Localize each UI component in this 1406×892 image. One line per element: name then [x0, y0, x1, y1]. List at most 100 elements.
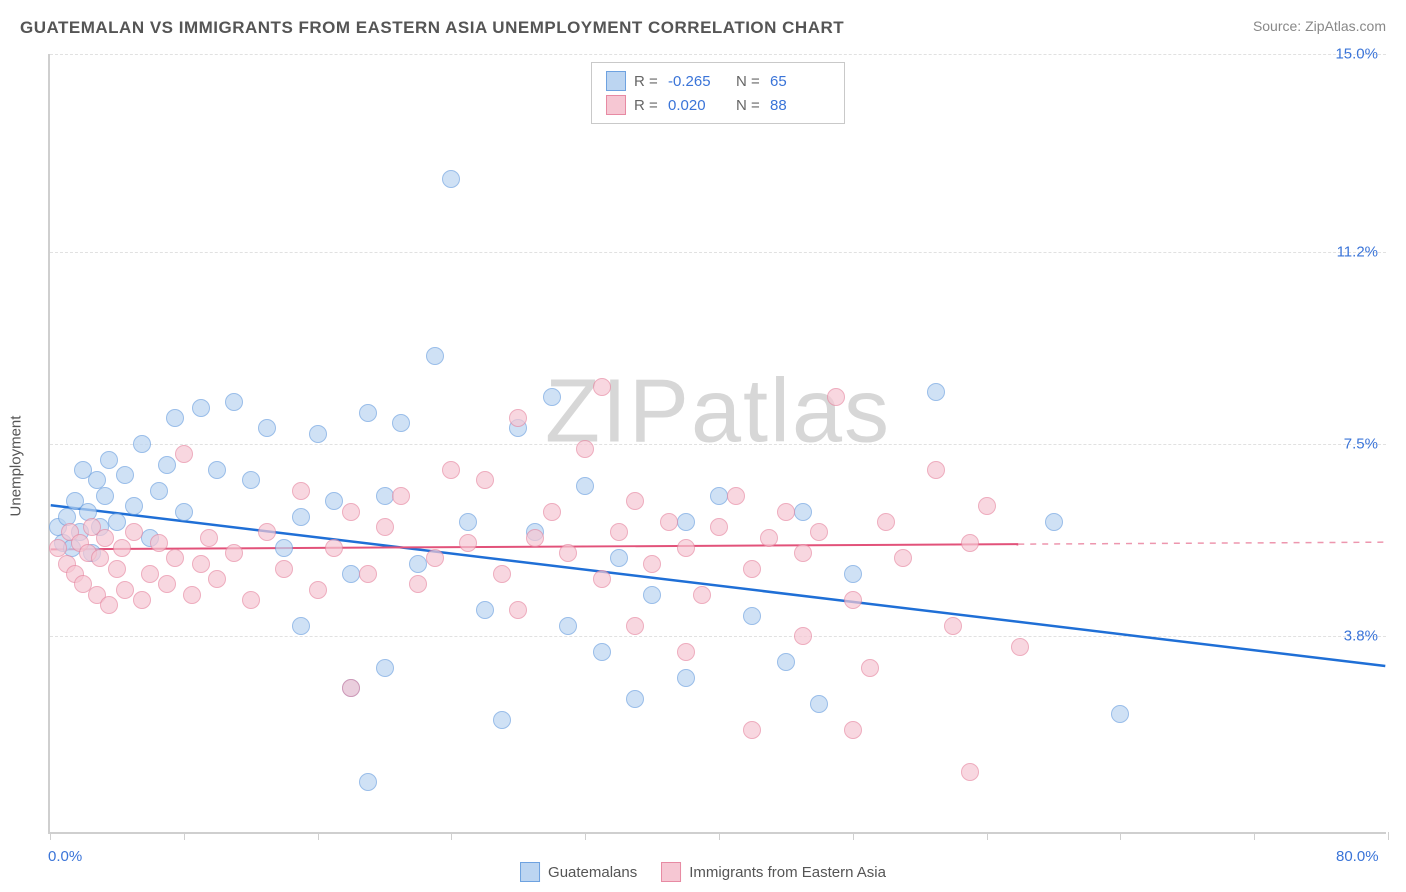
data-point [442, 461, 460, 479]
data-point [643, 586, 661, 604]
x-tick [318, 832, 319, 840]
data-point [810, 523, 828, 541]
swatch-series-2 [606, 95, 626, 115]
data-point [242, 471, 260, 489]
data-point [961, 534, 979, 552]
data-point [292, 617, 310, 635]
y-tick-label: 3.8% [1344, 628, 1378, 645]
stat-n-value-2: 88 [770, 97, 830, 114]
data-point [476, 601, 494, 619]
data-point [626, 492, 644, 510]
x-axis-min-label: 0.0% [48, 848, 82, 865]
data-point [710, 518, 728, 536]
data-point [108, 513, 126, 531]
data-point [442, 170, 460, 188]
data-point [158, 575, 176, 593]
data-point [844, 565, 862, 583]
data-point [593, 570, 611, 588]
x-tick [853, 832, 854, 840]
data-point [359, 773, 377, 791]
data-point [208, 570, 226, 588]
data-point [166, 409, 184, 427]
data-point [978, 497, 996, 515]
data-point [100, 451, 118, 469]
legend-swatch-2 [661, 862, 681, 882]
data-point [91, 549, 109, 567]
chart-header: GUATEMALAN VS IMMIGRANTS FROM EASTERN AS… [0, 0, 1406, 46]
data-point [844, 591, 862, 609]
data-point [150, 482, 168, 500]
data-point [927, 383, 945, 401]
data-point [158, 456, 176, 474]
watermark-text: ZIPatlas [545, 360, 891, 463]
swatch-series-1 [606, 71, 626, 91]
data-point [610, 523, 628, 541]
data-point [794, 503, 812, 521]
data-point [342, 503, 360, 521]
data-point [760, 529, 778, 547]
data-point [125, 523, 143, 541]
stat-r-value-1: -0.265 [668, 73, 728, 90]
data-point [1011, 638, 1029, 656]
x-tick [719, 832, 720, 840]
data-point [392, 487, 410, 505]
data-point [292, 482, 310, 500]
data-point [610, 549, 628, 567]
trend-lines [50, 54, 1386, 832]
x-tick [184, 832, 185, 840]
data-point [944, 617, 962, 635]
data-point [309, 581, 327, 599]
data-point [877, 513, 895, 531]
data-point [100, 596, 118, 614]
data-point [108, 560, 126, 578]
data-point [677, 669, 695, 687]
data-point [242, 591, 260, 609]
data-point [844, 721, 862, 739]
data-point [175, 503, 193, 521]
data-point [225, 393, 243, 411]
data-point [693, 586, 711, 604]
data-point [593, 643, 611, 661]
data-point [359, 404, 377, 422]
data-point [125, 497, 143, 515]
data-point [543, 503, 561, 521]
data-point [376, 659, 394, 677]
data-point [275, 560, 293, 578]
data-point [743, 560, 761, 578]
data-point [96, 529, 114, 547]
data-point [827, 388, 845, 406]
data-point [392, 414, 410, 432]
data-point [677, 643, 695, 661]
legend-swatch-1 [520, 862, 540, 882]
data-point [626, 690, 644, 708]
data-point [1111, 705, 1129, 723]
data-point [794, 627, 812, 645]
legend-item-1: Guatemalans [520, 862, 637, 882]
chart-title: GUATEMALAN VS IMMIGRANTS FROM EASTERN AS… [20, 18, 844, 38]
grid-line [50, 444, 1386, 445]
source-attribution: Source: ZipAtlas.com [1253, 18, 1386, 34]
data-point [559, 617, 577, 635]
y-tick-label: 15.0% [1335, 46, 1378, 63]
data-point [543, 388, 561, 406]
data-point [559, 544, 577, 562]
data-point [183, 586, 201, 604]
data-point [777, 503, 795, 521]
grid-line [50, 636, 1386, 637]
data-point [309, 425, 327, 443]
stat-r-label: R = [634, 97, 660, 114]
y-tick-label: 7.5% [1344, 436, 1378, 453]
data-point [459, 513, 477, 531]
data-point [459, 534, 477, 552]
data-point [677, 513, 695, 531]
data-point [493, 565, 511, 583]
data-point [113, 539, 131, 557]
stat-r-value-2: 0.020 [668, 97, 728, 114]
data-point [861, 659, 879, 677]
data-point [192, 399, 210, 417]
data-point [116, 466, 134, 484]
data-point [476, 471, 494, 489]
bottom-legend: Guatemalans Immigrants from Eastern Asia [520, 862, 886, 882]
data-point [376, 518, 394, 536]
stats-legend-box: R = -0.265 N = 65 R = 0.020 N = 88 [591, 62, 845, 124]
